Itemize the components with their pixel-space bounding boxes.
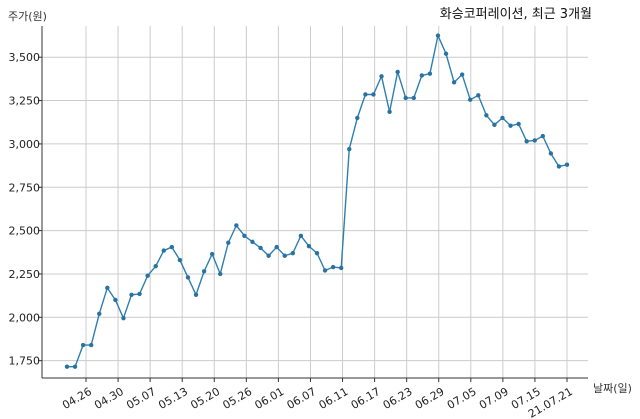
data-point [516, 121, 521, 127]
data-point [185, 275, 191, 280]
data-point [250, 239, 255, 245]
data-point [105, 285, 110, 291]
data-point [242, 233, 247, 239]
data-point [443, 51, 449, 56]
y-tick-label: 1,750 [9, 355, 41, 368]
y-tick-label: 3,500 [9, 51, 41, 64]
data-point [193, 292, 199, 297]
data-point [524, 139, 529, 144]
data-point [451, 80, 457, 85]
data-point [411, 95, 416, 101]
data-point [379, 74, 384, 79]
data-point [266, 253, 271, 258]
x-tick-label: 05.07 [124, 385, 158, 412]
x-tick-label: 05.20 [188, 385, 222, 412]
data-point [274, 244, 279, 250]
x-tick-label: 05.13 [156, 385, 190, 412]
data-point [113, 297, 118, 303]
data-point [330, 264, 336, 270]
data-point [532, 138, 537, 143]
data-point [355, 115, 360, 121]
data-point [500, 115, 505, 121]
data-point [121, 315, 126, 321]
data-point [145, 273, 150, 278]
y-tick-label: 2,750 [9, 181, 41, 194]
data-point [371, 92, 376, 97]
axes [41, 26, 588, 379]
data-point [556, 164, 562, 169]
data-point [403, 95, 408, 101]
y-tick-label: 2,250 [9, 268, 41, 281]
data-point [395, 69, 400, 75]
x-tick-label: 04.30 [92, 385, 126, 412]
data-point [129, 292, 134, 297]
data-point [298, 233, 304, 239]
data-point [419, 73, 425, 78]
x-tick-label: 06.23 [381, 385, 415, 412]
data-point [218, 271, 223, 277]
data-point [484, 113, 489, 118]
x-tick-label: 04.26 [60, 385, 94, 412]
y-tick-label: 2,500 [9, 225, 41, 238]
data-point [427, 71, 433, 76]
data-point [435, 33, 441, 38]
x-tick-label: 07.05 [445, 385, 479, 412]
data-point [363, 92, 368, 97]
y-tick-labels: 1,750 2,000 2,250 2,500 2,750 3,000 3,250 3,500 [9, 51, 42, 368]
data-point [258, 245, 263, 251]
x-tick-labels: 04.2604.3005.0705.1305.2005.2606.0106.07… [60, 378, 575, 419]
series-price [64, 33, 570, 369]
data-point [564, 162, 570, 167]
data-point [476, 93, 481, 98]
data-point [347, 146, 352, 152]
data-point [88, 342, 94, 348]
x-tick-label: 06.01 [253, 385, 287, 412]
data-point [234, 223, 239, 228]
data-point [314, 250, 320, 256]
data-point [468, 97, 473, 102]
x-tick-label: 06.29 [413, 385, 447, 412]
data-point [306, 244, 312, 249]
x-tick-label: 06.11 [317, 385, 351, 412]
data-point [338, 265, 344, 271]
data-point [137, 291, 142, 297]
data-point [153, 263, 158, 269]
grid-lines [42, 26, 588, 378]
data-point [492, 122, 497, 128]
data-point [201, 269, 207, 274]
x-axis-label: 날짜(일) [593, 381, 632, 395]
data-point [459, 72, 465, 77]
data-point [322, 268, 328, 273]
data-point [97, 311, 102, 317]
data-point [290, 250, 296, 256]
x-tick-label: 07.09 [477, 385, 511, 412]
data-point [226, 240, 231, 245]
y-tick-label: 3,250 [9, 95, 41, 108]
data-point [169, 244, 175, 250]
data-point [540, 133, 546, 139]
data-point [387, 109, 392, 115]
data-point [209, 251, 215, 257]
data-point [72, 364, 78, 369]
chart-title: 화승코퍼레이션, 최근 3개월 [440, 7, 592, 22]
data-point [177, 257, 183, 263]
data-point [64, 364, 70, 369]
y-axis-label: 주가(원) [8, 10, 47, 23]
x-tick-label: 06.17 [349, 385, 383, 412]
data-point [161, 248, 166, 253]
data-point [548, 151, 554, 156]
data-point [80, 342, 86, 348]
x-tick-label: 05.26 [220, 385, 254, 412]
y-tick-label: 3,000 [9, 138, 41, 151]
y-tick-label: 2,000 [9, 311, 41, 324]
data-point [282, 253, 287, 258]
data-point [508, 123, 513, 128]
x-tick-label: 06.07 [285, 385, 319, 412]
